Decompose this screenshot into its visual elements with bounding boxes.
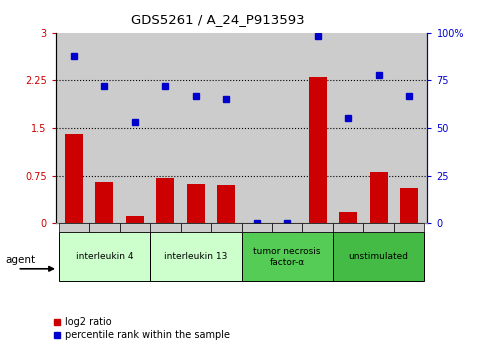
Bar [339,212,357,223]
Bar [126,216,144,223]
Bar [400,188,418,223]
Bar [309,77,327,223]
Bar [394,223,425,232]
Bar [58,223,89,232]
Bar [333,232,425,281]
Bar [333,223,363,232]
Bar [242,223,272,232]
Legend: log2 ratio, percentile rank within the sample: log2 ratio, percentile rank within the s… [53,317,230,340]
Text: interleukin 4: interleukin 4 [75,252,133,261]
Bar [363,223,394,232]
Bar [272,223,302,232]
Bar [217,185,235,223]
Bar [150,232,242,281]
Bar [65,134,83,223]
Bar [120,223,150,232]
Bar [181,223,211,232]
Bar [89,223,120,232]
Text: agent: agent [6,254,36,265]
Text: GDS5261 / A_24_P913593: GDS5261 / A_24_P913593 [130,13,304,26]
Bar [150,223,181,232]
Bar [211,223,242,232]
Bar [58,232,150,281]
Bar [369,172,388,223]
Text: interleukin 13: interleukin 13 [164,252,227,261]
Bar [156,178,174,223]
Text: tumor necrosis
factor-α: tumor necrosis factor-α [254,247,321,266]
Bar [302,223,333,232]
Bar [95,182,114,223]
Bar [242,232,333,281]
Text: unstimulated: unstimulated [349,252,409,261]
Bar [186,184,205,223]
